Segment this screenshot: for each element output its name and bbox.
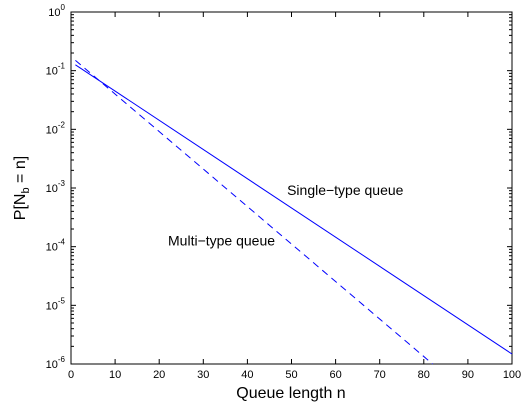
y-tick-exponent: -6 [58, 355, 66, 364]
y-tick-base: 10 [46, 66, 58, 78]
x-tick-label: 30 [197, 369, 209, 381]
x-tick-label: 10 [109, 369, 121, 381]
y-axis-title-main: P[N [12, 194, 29, 221]
x-tick-label: 100 [503, 369, 521, 381]
y-tick-base: 10 [46, 124, 58, 136]
x-tick-label: 90 [462, 369, 474, 381]
y-tick-exponent: 0 [61, 3, 66, 12]
annotation-label: Multi−type queue [168, 232, 275, 248]
series-line-solid [75, 64, 513, 355]
y-tick-label: 10-1 [46, 62, 66, 78]
y-axis-title-tail: = n] [12, 156, 29, 188]
x-tick-label: 20 [153, 369, 165, 381]
x-tick-label: 70 [374, 369, 386, 381]
y-tick-base: 10 [46, 359, 58, 371]
x-tick-label: 80 [418, 369, 430, 381]
y-tick-label: 10-3 [46, 179, 66, 195]
y-tick-base: 10 [46, 183, 58, 195]
annotation-layer: Single−type queue Multi−type queue [168, 182, 404, 248]
x-tick-label: 0 [68, 369, 74, 381]
y-tick-exponent: -2 [58, 120, 66, 129]
y-tick-label: 10-2 [46, 120, 66, 136]
x-tick-label: 60 [329, 369, 341, 381]
y-tick-label: 100 [48, 3, 65, 19]
y-tick-exponent: -1 [58, 62, 66, 71]
y-tick-base: 10 [48, 7, 60, 19]
y-axis-title: P[Nb = n] [12, 156, 32, 220]
annotation-label: Single−type queue [287, 182, 404, 198]
x-axis-title: Queue length n [236, 385, 345, 402]
y-tick-exponent: -4 [58, 238, 66, 247]
y-axis-title-subscript: b [20, 187, 32, 193]
x-tick-label: 40 [241, 369, 253, 381]
y-tick-base: 10 [46, 242, 58, 254]
y-tick-label: 10-6 [46, 355, 66, 371]
y-tick-label: 10-5 [46, 296, 66, 312]
y-tick-base: 10 [46, 300, 58, 312]
series-layer [75, 59, 513, 365]
x-tick-label: 50 [285, 369, 297, 381]
y-tick-label: 10-4 [46, 238, 66, 254]
y-tick-exponent: -5 [58, 296, 66, 305]
x-axis-ticks: 0 10 20 30 40 50 60 70 80 90 100 [68, 12, 521, 381]
series-line-dashed [75, 59, 433, 365]
y-tick-exponent: -3 [58, 179, 66, 188]
